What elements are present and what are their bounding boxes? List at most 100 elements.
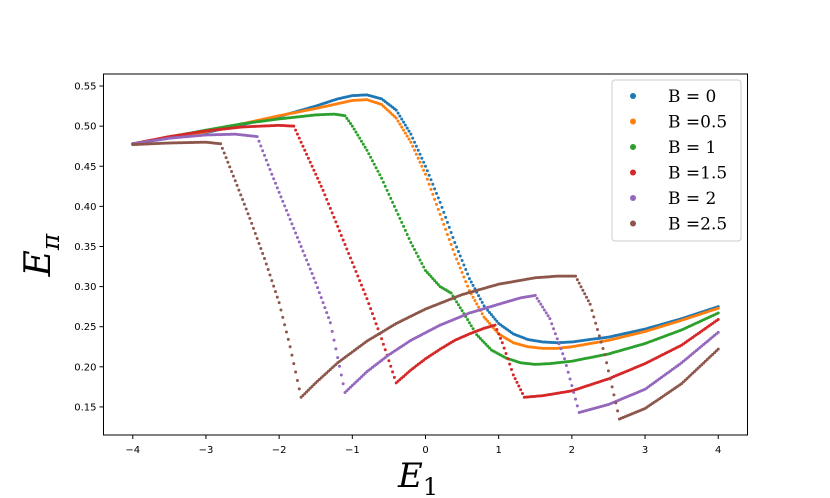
legend-marker	[630, 144, 636, 150]
series-3-point	[316, 176, 320, 180]
series-0-point	[416, 148, 420, 152]
series-1-point	[462, 275, 466, 279]
series-2-point	[455, 300, 459, 304]
series-5-point	[222, 151, 226, 155]
series-4-point	[275, 186, 279, 190]
series-5-point	[601, 346, 605, 350]
series-1-point	[396, 119, 400, 123]
series-4-point	[568, 377, 572, 381]
series-4-point	[294, 231, 298, 235]
series-2-point	[407, 236, 411, 240]
series-1-point	[449, 242, 453, 246]
series-4-point	[279, 195, 283, 199]
x-axis-label: E1	[397, 456, 438, 498]
series-1-point	[438, 212, 442, 216]
series-5-point	[605, 361, 609, 365]
series-2-point	[391, 200, 395, 204]
series-4-point	[312, 276, 316, 280]
series-0-point	[488, 310, 492, 314]
series-4-point	[316, 286, 320, 290]
series-0-point	[453, 240, 457, 244]
series-3-point	[301, 144, 305, 148]
series-0-point	[405, 126, 409, 130]
series-5-point	[608, 377, 612, 381]
series-3-point	[306, 156, 310, 160]
series-0-point	[407, 129, 411, 133]
series-4-point	[290, 222, 294, 226]
series-0-point	[425, 169, 429, 173]
series-5-point	[237, 188, 241, 192]
series-2-point	[383, 184, 387, 188]
series-5-point	[288, 345, 292, 349]
series-1-point	[445, 232, 449, 236]
series-3-point	[345, 247, 349, 251]
series-2-point	[363, 145, 367, 149]
series-5-point	[577, 281, 581, 285]
series-5-point	[305, 390, 309, 394]
series-5-point	[579, 285, 583, 289]
series-1-point	[488, 321, 492, 325]
x-axis-label-sub: 1	[423, 473, 438, 498]
series-1-point	[407, 137, 411, 141]
series-5-point	[588, 302, 592, 306]
series-5-point	[263, 257, 266, 261]
series-1-point	[453, 253, 457, 256]
series-0-point	[491, 315, 495, 319]
series-3-point	[317, 180, 321, 184]
series-1-point	[442, 222, 446, 226]
series-5-point	[231, 174, 235, 178]
series-5-point	[277, 301, 281, 305]
legend-marker	[630, 220, 636, 227]
series-5-point	[283, 323, 287, 327]
legend-label: B = 1	[668, 138, 716, 158]
series-5-point	[273, 290, 277, 294]
series-4-point	[341, 382, 345, 386]
series-2-point	[480, 338, 484, 342]
series-5-point	[250, 221, 254, 225]
series-4-point	[553, 332, 557, 336]
series-3-point	[297, 136, 301, 140]
series-3-point	[327, 202, 331, 206]
series-4-point	[330, 329, 334, 333]
series-0-point	[445, 220, 449, 224]
series-0-point	[456, 249, 460, 253]
series-5-point	[253, 231, 257, 235]
series-3-point	[392, 375, 396, 379]
legend-label: B =1.5	[668, 164, 727, 184]
series-5-point	[592, 315, 596, 319]
series-5-point	[581, 288, 585, 292]
series-4-point	[546, 314, 550, 318]
series-3-point	[367, 302, 371, 306]
series-3-point	[354, 270, 358, 274]
series-2-point	[385, 188, 389, 192]
series-1-point	[451, 247, 455, 251]
series-0-point	[462, 263, 466, 267]
series-4-point	[539, 302, 543, 306]
series-3-point	[359, 283, 363, 287]
series-0-point	[451, 235, 455, 239]
series-4-point	[535, 296, 539, 300]
series-5-point	[239, 193, 243, 197]
series-1-point	[495, 330, 499, 334]
series-2-point	[374, 166, 378, 170]
series-0-point	[394, 108, 398, 112]
series-0-point	[413, 140, 417, 144]
series-5-point	[275, 295, 279, 299]
series-3-point	[499, 336, 503, 340]
series-5-point	[233, 179, 237, 183]
series-1-point	[473, 299, 477, 303]
series-4-point	[270, 172, 274, 176]
series-3-point	[372, 317, 376, 321]
series-4-point	[321, 301, 325, 305]
series-2-point	[361, 142, 365, 146]
series-4-point	[314, 281, 318, 285]
series-2-point	[467, 321, 471, 325]
series-1-point	[444, 227, 448, 231]
series-1-point	[409, 140, 413, 144]
series-3-point	[295, 132, 299, 136]
y-tick-label: 0.25	[74, 322, 96, 333]
series-4-point	[281, 199, 285, 203]
series-3-point	[312, 168, 316, 172]
series-1-point	[422, 168, 426, 172]
series-2-point	[402, 224, 406, 228]
